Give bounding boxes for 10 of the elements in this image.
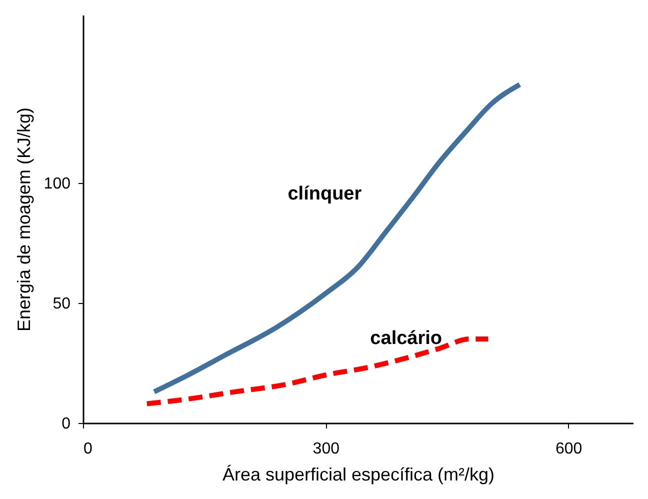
- y-tick-label: 50: [52, 296, 71, 312]
- x-tick-label: 600: [555, 440, 582, 458]
- x-axis-title: Área superficial específica (m²/kg): [222, 464, 495, 484]
- y-tick-label: 0: [62, 416, 71, 432]
- x-tick-label: 0: [84, 440, 92, 458]
- y-tick-label: 100: [44, 176, 71, 192]
- y-axis-title: Energia de moagem (KJ/kg): [14, 107, 34, 332]
- annotation: calcário: [370, 328, 442, 349]
- x-tick-label: 300: [312, 440, 340, 458]
- annotation: clínquer: [288, 183, 362, 204]
